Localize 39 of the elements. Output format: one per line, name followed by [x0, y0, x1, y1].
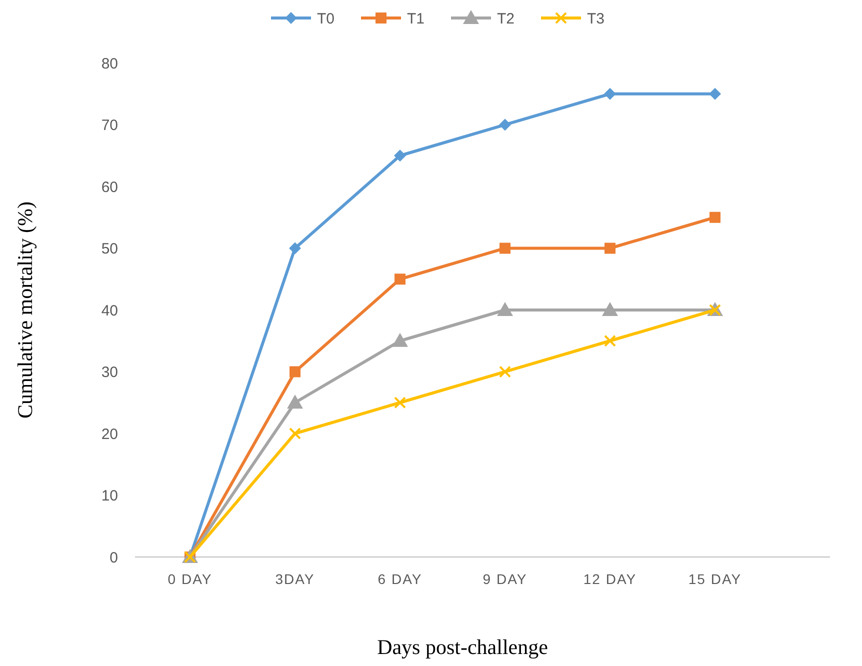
y-tick-label: 40	[101, 302, 118, 320]
x-tick-label: 6 DAY	[378, 571, 422, 587]
point	[394, 396, 406, 409]
x-tick-label: 12 DAY	[583, 571, 637, 587]
point	[710, 212, 720, 223]
y-tick-label: 70	[101, 117, 118, 134]
point	[499, 118, 511, 131]
y-tick-label: 50	[101, 240, 118, 258]
point	[394, 150, 406, 162]
point	[289, 428, 301, 440]
y-tick-label: 20	[101, 426, 118, 443]
point	[287, 394, 303, 409]
y-tick-label: 10	[101, 488, 118, 504]
point	[394, 274, 406, 285]
point	[604, 242, 616, 254]
x-axis-title: Days post-challenge	[377, 635, 548, 659]
legend-label: T0	[317, 10, 335, 28]
x-tick-label: 3DAY	[275, 571, 315, 587]
point	[497, 302, 513, 316]
x-tick-label: 15 DAY	[688, 571, 742, 587]
point	[499, 366, 511, 378]
y-tick-label: 30	[101, 364, 118, 381]
x-tick-label: 9 DAY	[482, 571, 528, 587]
y-axis-title: Cumulative mortality (%)	[13, 202, 37, 418]
y-tick-label: 80	[101, 55, 118, 72]
point	[604, 88, 616, 100]
y-tick-label: 0	[110, 549, 118, 566]
y-tick-label: 60	[101, 178, 118, 196]
legend-label: T1	[407, 10, 425, 28]
point	[602, 302, 618, 316]
point	[604, 334, 616, 347]
x-tick-label: 0 DAY	[168, 571, 212, 587]
point	[290, 366, 300, 378]
legend-label: T2	[497, 10, 515, 28]
point	[709, 88, 721, 100]
point	[289, 242, 301, 254]
legend-label: T3	[587, 10, 605, 28]
point	[392, 332, 408, 347]
point	[500, 242, 510, 254]
